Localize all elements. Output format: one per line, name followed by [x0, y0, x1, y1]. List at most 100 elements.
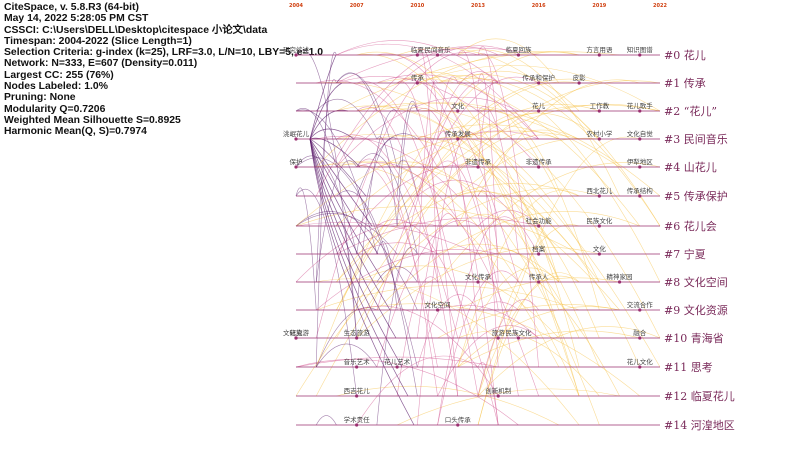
keyword-node[interactable]	[638, 308, 642, 312]
keyword-node[interactable]	[597, 252, 601, 256]
keyword-node[interactable]	[537, 252, 541, 256]
cluster-label-7[interactable]: #7 宁夏	[664, 247, 706, 261]
keyword-label: 非遗传承	[465, 157, 492, 166]
cluster-labels[interactable]: #0 花儿 #1 传承 #2 “花儿” #3 民间音乐 #4 山花儿 #5 传承保护 #6 …	[664, 49, 735, 432]
keyword-node[interactable]	[415, 81, 419, 85]
keyword-label: 工作教	[590, 101, 610, 110]
keyword-label: 创新机制	[485, 386, 512, 395]
keyword-node[interactable]	[415, 53, 419, 57]
co-occurrence-arc	[376, 76, 539, 311]
keyword-node[interactable]	[294, 165, 298, 169]
keyword-label: 皮影	[573, 73, 587, 82]
keyword-node[interactable]	[537, 165, 541, 169]
co-occurrence-arc	[417, 294, 479, 368]
co-occurrence-arc	[396, 388, 620, 426]
co-occurrence-arc	[417, 124, 560, 140]
co-occurrence-arc	[316, 51, 580, 168]
cluster-label-8[interactable]: #8 文化空间	[664, 275, 728, 289]
keyword-node[interactable]	[638, 194, 642, 198]
keyword-node[interactable]	[638, 165, 642, 169]
co-occurrence-arc	[477, 79, 640, 197]
keyword-node[interactable]	[638, 53, 642, 57]
co-occurrence-arc	[417, 213, 459, 339]
info-line-6: Largest CC: 255 (76%)	[4, 69, 114, 81]
co-occurrence-arc	[295, 49, 357, 339]
cluster-label-12[interactable]: #12 临夏花儿	[664, 389, 735, 403]
keyword-node[interactable]	[537, 109, 541, 113]
co-occurrence-arc	[295, 187, 317, 311]
keyword-node[interactable]	[456, 137, 460, 141]
keyword-node[interactable]	[496, 394, 500, 398]
co-occurrence-arc	[356, 106, 459, 397]
co-occurrence-arc	[336, 47, 539, 84]
keyword-label: 民族文化	[586, 216, 613, 225]
keyword-label: 民族文化	[505, 328, 532, 337]
keyword-node[interactable]	[476, 280, 480, 284]
keyword-node[interactable]	[516, 336, 521, 340]
keyword-node[interactable]	[638, 109, 642, 113]
keyword-label: 融合	[633, 328, 647, 337]
keyword-node[interactable]	[537, 81, 541, 85]
keyword-label: 研究	[290, 328, 304, 337]
co-occurrence-arc	[336, 45, 519, 168]
keyword-node[interactable]	[355, 394, 359, 398]
co-occurrence-arc	[477, 362, 499, 426]
co-occurrence-arc	[477, 272, 580, 426]
co-occurrence-arc	[477, 109, 600, 311]
cluster-label-11[interactable]: #11 思考	[664, 361, 713, 374]
keyword-label: 传承	[411, 73, 425, 82]
keyword-node[interactable]	[638, 336, 642, 340]
cluster-label-4[interactable]: #4 山花儿	[664, 161, 717, 174]
keyword-node[interactable]	[638, 137, 642, 141]
co-occurrence-arc	[457, 267, 560, 368]
keyword-node[interactable]	[355, 336, 359, 340]
cluster-label-5[interactable]: #5 传承保护	[664, 189, 728, 203]
co-occurrence-arc	[315, 343, 378, 368]
keyword-node[interactable]	[597, 53, 601, 57]
keyword-node[interactable]	[355, 365, 359, 369]
cluster-label-3[interactable]: #3 民间音乐	[664, 132, 728, 146]
keyword-node[interactable]	[496, 336, 500, 340]
keyword-node[interactable]	[294, 336, 298, 340]
keyword-label: 生态旅游	[344, 328, 371, 337]
keyword-node[interactable]	[537, 280, 541, 284]
cluster-label-9[interactable]: #9 文化资源	[664, 303, 728, 317]
cluster-label-10[interactable]: #10 青海省	[664, 331, 724, 345]
keyword-node[interactable]	[597, 109, 601, 113]
keyword-node[interactable]	[294, 53, 298, 57]
cluster-label-14[interactable]: #14 河湟地区	[664, 419, 735, 432]
cluster-label-0[interactable]: #0 花儿	[664, 49, 706, 62]
cluster-label-2[interactable]: #2 “花儿”	[664, 105, 717, 118]
keyword-node[interactable]	[456, 109, 460, 113]
keyword-node[interactable]	[435, 53, 440, 57]
keyword-node[interactable]	[597, 137, 601, 141]
keyword-node[interactable]	[395, 365, 399, 369]
keyword-node[interactable]	[597, 194, 601, 198]
keyword-node[interactable]	[638, 365, 642, 369]
co-occurrence-arc	[477, 224, 580, 397]
keyword-node[interactable]	[435, 308, 440, 312]
co-occurrence-arc	[417, 179, 539, 255]
co-occurrence-arc	[316, 160, 620, 311]
keyword-label: 文化	[451, 101, 465, 110]
keyword-node[interactable]	[577, 81, 581, 85]
co-occurrence-arc	[336, 72, 378, 112]
keyword-node[interactable]	[476, 165, 480, 169]
co-occurrence-arc	[477, 46, 499, 140]
keyword-node[interactable]	[355, 423, 359, 427]
cluster-label-6[interactable]: #6 花儿会	[664, 220, 717, 233]
keyword-node[interactable]	[294, 137, 298, 141]
keyword-label: 花儿艺术	[384, 357, 411, 366]
keyword-label: 方言用语	[586, 45, 613, 54]
keyword-node[interactable]	[597, 224, 601, 228]
keyword-node[interactable]	[537, 224, 541, 228]
keyword-node[interactable]	[617, 280, 622, 284]
co-occurrence-arc	[356, 303, 640, 397]
keyword-node[interactable]	[456, 423, 460, 427]
co-occurrence-arc	[316, 81, 661, 368]
co-occurrence-arc	[457, 330, 640, 368]
cluster-label-1[interactable]: #1 传承	[664, 77, 706, 90]
keyword-node[interactable]	[516, 53, 521, 57]
